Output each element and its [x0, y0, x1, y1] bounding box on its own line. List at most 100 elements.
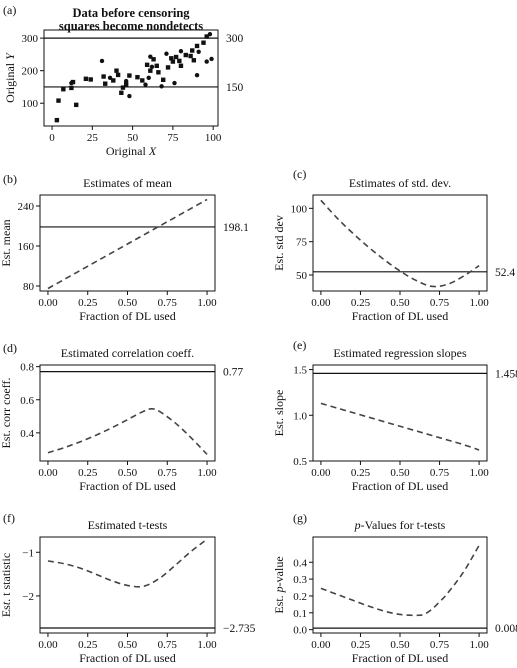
x-tick-label: 100: [205, 132, 222, 144]
observed-circle-point: [107, 75, 113, 81]
x-tick-label: 0.75: [430, 639, 450, 651]
censored-square-point: [154, 63, 159, 68]
x-tick-label: 0.50: [390, 639, 410, 651]
x-tick-label: 0.25: [351, 297, 371, 309]
x-tick-label: 0.50: [118, 467, 138, 479]
chart-title: Estimated t-tests: [88, 518, 168, 532]
chart-title: Estimates of std. dev.: [349, 176, 451, 190]
reference-line-label: 0.77: [223, 367, 243, 379]
censored-square-point: [127, 73, 132, 78]
observed-circle-point: [143, 82, 148, 87]
x-tick-label: 1.00: [469, 297, 489, 309]
reference-line-label: 150: [226, 82, 244, 94]
x-tick-label: 0.00: [38, 639, 58, 651]
y-tick-label: 160: [18, 241, 35, 253]
panel-label: (f): [3, 511, 15, 525]
y-tick-label: 0.4: [20, 428, 34, 440]
x-axis-label: Fraction of DL used: [79, 479, 176, 493]
observed-circle-point: [207, 32, 213, 37]
censored-square-point: [69, 85, 74, 91]
censored-square-point: [88, 77, 93, 82]
chart-panel-c: (c) Estimates of std. dev. 0.00 0.25 0.50 0.7…: [272, 167, 515, 323]
censored-square-point: [56, 98, 61, 103]
x-tick-label: 0.00: [311, 639, 331, 651]
chart-title: p-Values for t-tests: [354, 518, 446, 532]
y-axis-label: Est. slope: [272, 390, 286, 437]
panel-label: (e): [293, 338, 306, 352]
panel-label: (c): [293, 167, 306, 181]
y-axis-label: Original Y: [3, 52, 17, 103]
x-tick-label: 0.00: [38, 297, 58, 309]
censored-square-point: [144, 62, 150, 68]
y-axis-label: Est. std dev: [272, 215, 286, 271]
censored-square-point: [74, 102, 79, 108]
x-tick-label: 0.25: [78, 297, 98, 309]
x-tick-label: 0.25: [78, 467, 98, 479]
censored-square-point: [170, 59, 176, 64]
x-tick-label: 25: [87, 132, 99, 144]
x-tick-label: 1.00: [197, 467, 217, 479]
x-axis-label: Fraction of DL used: [352, 479, 449, 493]
censored-square-point: [111, 78, 116, 83]
x-tick-label: 1.00: [197, 639, 217, 651]
observed-circle-point: [196, 49, 201, 55]
plot-frame: [312, 364, 488, 462]
censored-square-point: [83, 76, 89, 82]
chart-title: Estimated regression slopes: [333, 346, 467, 360]
observed-circle-point: [127, 93, 132, 99]
y-axis-label: Est. p-value: [272, 556, 286, 613]
x-tick-label: 0.75: [158, 639, 178, 651]
chart-title: Estimates of mean: [83, 176, 172, 190]
censored-square-point: [173, 54, 179, 60]
chart-panel-d: (d) Estimated correlation coeff. 0.00 0.25 0…: [0, 341, 243, 493]
panel-label: (a): [3, 3, 16, 17]
x-tick-label: 0.50: [390, 467, 410, 479]
censored-square-point: [140, 78, 145, 83]
censored-square-point: [114, 68, 119, 73]
y-tick-label: 50: [296, 270, 308, 282]
panel-label: (d): [3, 341, 17, 355]
x-axis-label: Fraction of DL used: [79, 651, 176, 665]
x-tick-label: 0.50: [390, 297, 410, 309]
observed-circle-point: [148, 54, 153, 59]
censored-square-point: [190, 48, 195, 53]
observed-circle-point: [99, 58, 105, 64]
censored-square-point: [188, 53, 193, 59]
y-tick-label: 1.5: [293, 365, 307, 377]
x-tick-label: 0.00: [311, 297, 331, 309]
x-tick-label: 0.50: [118, 297, 138, 309]
series-line: [47, 538, 208, 588]
observed-circle-point: [146, 75, 151, 81]
x-tick-label: 0.25: [351, 467, 371, 479]
y-tick-label: 80: [23, 281, 35, 293]
observed-circle-point: [204, 59, 209, 64]
observed-circle-point: [172, 80, 177, 86]
series-line: [47, 198, 208, 290]
y-axis-label: Est. mean: [0, 219, 13, 266]
plot-frame: [312, 536, 488, 634]
observed-circle-point: [69, 80, 74, 86]
censored-square-point: [178, 63, 184, 68]
x-tick-label: 0.25: [351, 639, 371, 651]
plot-frame: [43, 29, 219, 127]
censored-square-point: [54, 117, 60, 123]
series-line: [47, 408, 208, 455]
observed-circle-point: [178, 48, 184, 54]
x-tick-label: 0.75: [430, 297, 450, 309]
x-tick-label: 0.00: [38, 467, 58, 479]
x-axis-label: Fraction of DL used: [79, 309, 176, 323]
y-tick-label: 100: [291, 203, 308, 215]
observed-circle-point: [159, 84, 164, 89]
panel-label: (g): [293, 511, 307, 525]
x-axis-label: Fraction of DL used: [352, 651, 449, 665]
reference-line-label: 198.1: [223, 222, 249, 234]
y-tick-label: −1: [22, 547, 34, 559]
y-tick-label: 0.6: [20, 395, 34, 407]
x-tick-label: 1.00: [469, 467, 489, 479]
x-tick-label: 1.00: [197, 297, 217, 309]
y-tick-label: 0.5: [293, 456, 307, 468]
censored-square-point: [156, 70, 161, 75]
chart-subtitle: squares become nondetects: [59, 19, 203, 33]
y-tick-label: 0.4: [293, 557, 307, 569]
censored-square-point: [204, 34, 209, 39]
